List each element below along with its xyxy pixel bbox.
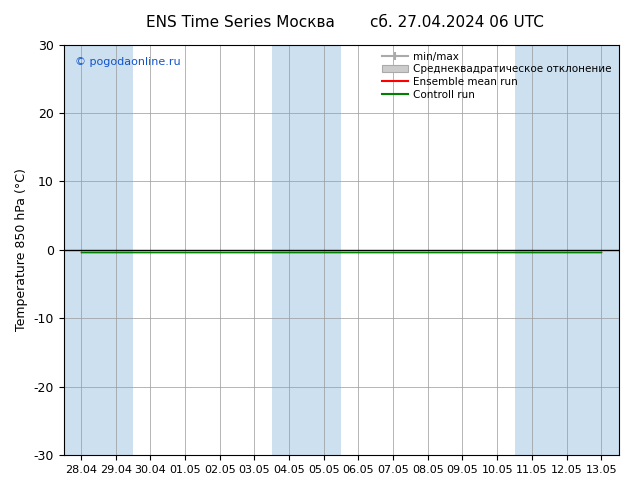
Legend: min/max, Среднеквадратическое отклонение, Ensemble mean run, Controll run: min/max, Среднеквадратическое отклонение… xyxy=(379,49,613,102)
Bar xyxy=(98,45,133,455)
Text: сб. 27.04.2024 06 UTC: сб. 27.04.2024 06 UTC xyxy=(370,15,543,30)
Y-axis label: Temperature 850 hPa (°C): Temperature 850 hPa (°C) xyxy=(15,169,28,331)
Bar xyxy=(63,45,98,455)
Bar xyxy=(515,45,549,455)
Text: © pogodaonline.ru: © pogodaonline.ru xyxy=(75,57,181,67)
Bar xyxy=(549,45,584,455)
Bar xyxy=(584,45,619,455)
Text: ENS Time Series Москва: ENS Time Series Москва xyxy=(146,15,335,30)
Bar xyxy=(306,45,341,455)
Bar xyxy=(272,45,306,455)
